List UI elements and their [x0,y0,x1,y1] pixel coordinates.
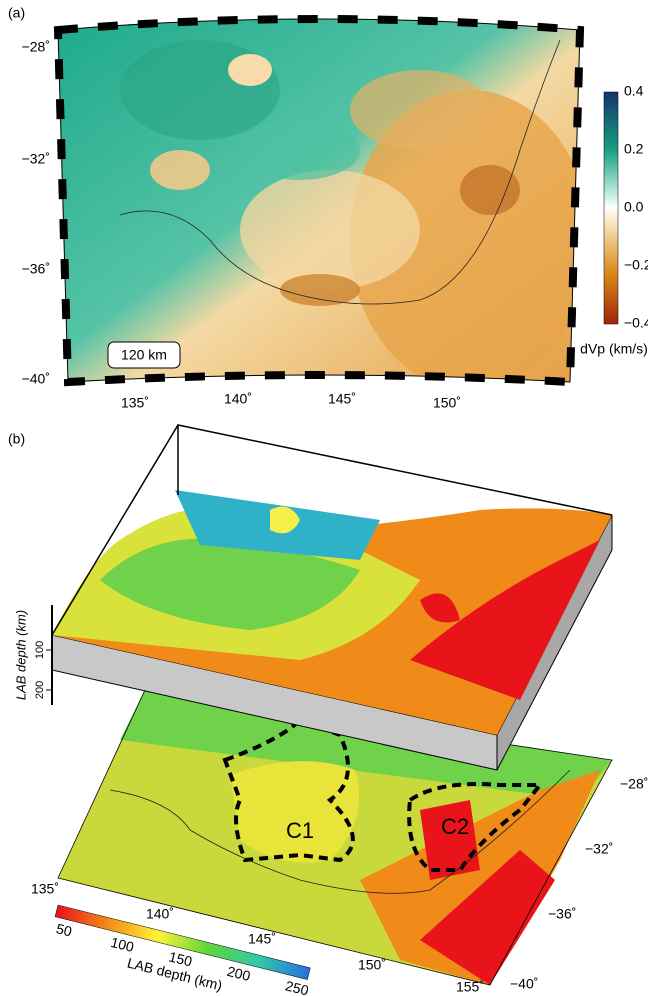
lon-label: 140˚ [146,906,174,922]
colorbar [54,904,311,980]
depth-label: 120 km [121,347,167,363]
lat-label: −36˚ [22,261,50,277]
region-label: C2 [441,814,469,839]
lab-colorbar: 50 100 150 200 250 LAB depth (km) [54,904,311,996]
lat-label: −32˚ [22,151,50,167]
depth-box [107,341,181,369]
lat-label: −28˚ [620,776,648,792]
colorbar-tick: 0.4 [624,83,644,99]
lat-label: −40˚ [22,371,50,387]
colorbar-ticks: 0.4 0.2 0.0 −0.2 −0.4 dVp (km/s) [580,83,648,357]
map-border [57,18,581,383]
panel-label: (a) [8,5,25,21]
colorbar-tick: 250 [284,977,311,996]
lon-label: 150˚ [358,957,386,973]
colorbar-tick: 200 [226,963,253,984]
lat-label: −28˚ [22,39,50,55]
colorbar-tick: 50 [55,920,74,939]
lon-label: 140˚ [224,391,252,407]
colorbar-tick: −0.2 [624,257,648,273]
lon-label: 155˚ [456,979,484,995]
depth-tick-label: 200 [34,681,46,699]
lon-labels: 135˚ 140˚ 145˚ 150˚ 155˚ −28˚ −32˚ −36˚ … [31,776,648,995]
colorbar-tick: 0.0 [624,199,644,215]
lon-label: 145˚ [248,931,276,947]
colorbar [603,91,619,325]
colorbar-tick: 100 [109,934,136,955]
depth-tick-label: 100 [34,641,46,659]
region-label: C1 [286,818,314,843]
panel-label: (b) [8,431,25,447]
depth-axis-title: LAB depth (km) [13,610,28,700]
velocity-map [58,19,580,382]
lat-label: −40˚ [510,976,538,992]
colorbar-tick: −0.4 [624,315,648,331]
colorbar-tick: 0.2 [624,141,644,157]
lat-label: −32˚ [585,841,613,857]
lab-surface [51,424,613,771]
lab-map [57,689,613,986]
colorbar-title: dVp (km/s) [580,341,648,357]
lon-label: 135˚ [31,881,59,897]
lat-label: −36˚ [548,906,576,922]
colorbar-tick: 150 [167,948,194,969]
lon-label: 150˚ [433,395,461,411]
lon-label: 145˚ [328,391,356,407]
lat-labels: −28˚ −32˚ −36˚ −40˚ [22,39,50,387]
lon-label: 135˚ [121,395,149,411]
lon-labels: 135˚ 140˚ 145˚ 150˚ [121,391,461,411]
